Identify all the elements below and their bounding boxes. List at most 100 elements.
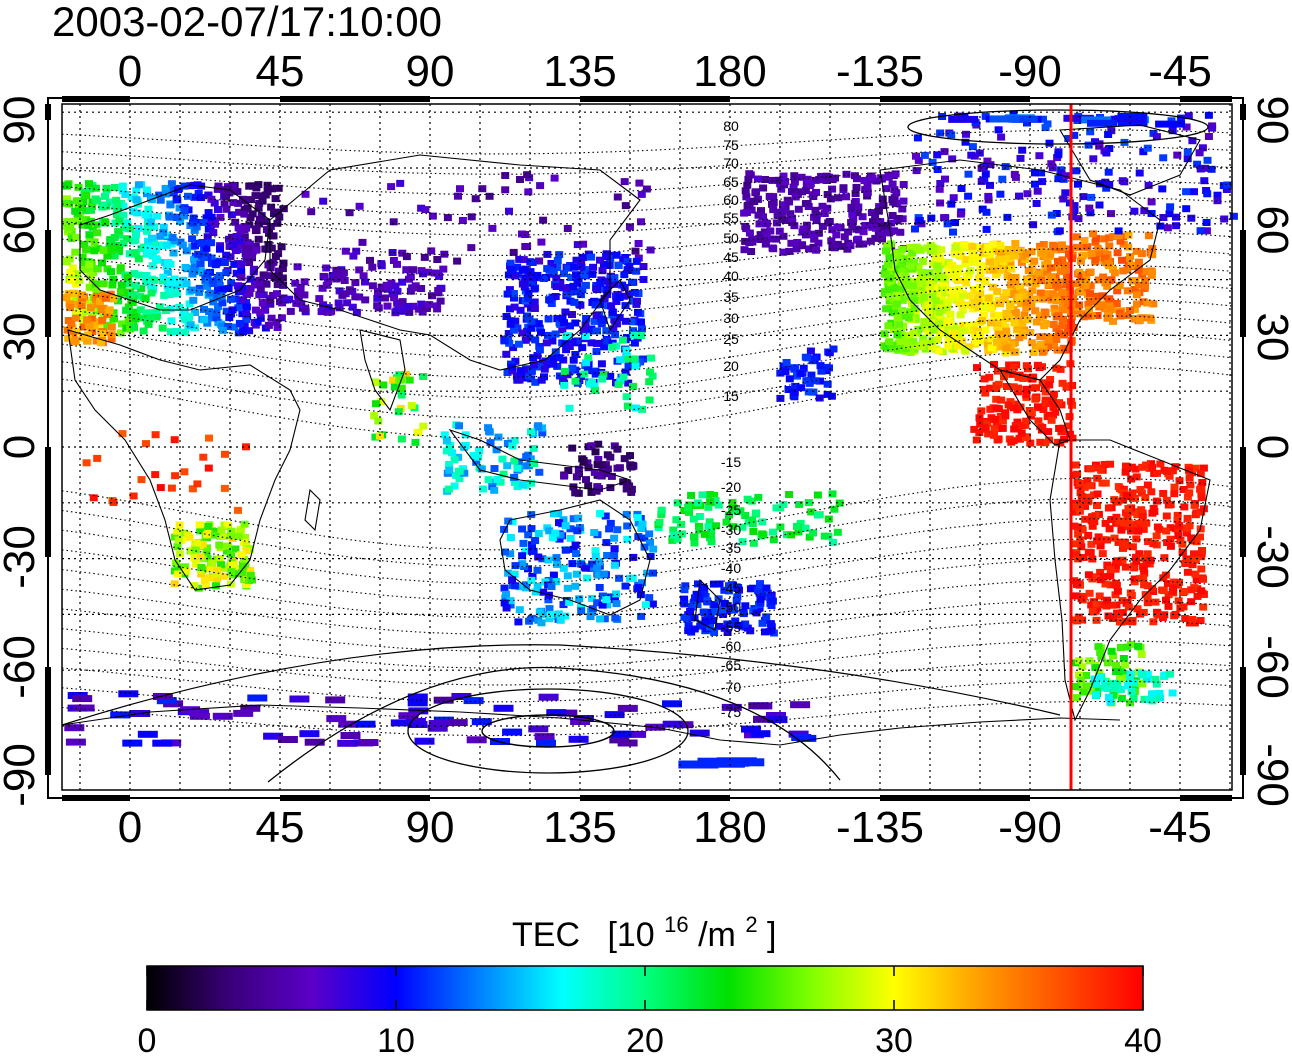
- tec-cell: [976, 420, 985, 428]
- tec-cell: [1129, 694, 1138, 702]
- tec-cell: [1166, 524, 1175, 532]
- tec-cell: [1118, 517, 1126, 525]
- tec-cell: [606, 484, 615, 492]
- tec-cell: [113, 202, 122, 210]
- tec-cell: [124, 316, 133, 324]
- tec-cell: [842, 170, 851, 178]
- tec-cell: [961, 260, 970, 268]
- tec-cell: [1039, 248, 1048, 256]
- tec-cell: [163, 268, 172, 276]
- tec-cell: [191, 324, 199, 332]
- tec-cell: [502, 728, 523, 736]
- tec-cell: [513, 483, 522, 491]
- tec-cell: [914, 156, 923, 164]
- tec-cell: [1140, 695, 1149, 703]
- tec-cell: [192, 223, 201, 231]
- tec-cell: [687, 603, 696, 611]
- tec-cell: [811, 377, 820, 385]
- tec-cell: [818, 202, 827, 210]
- tec-cell: [1119, 496, 1128, 504]
- tec-cell: [221, 450, 229, 458]
- tec-cell: [428, 720, 449, 727]
- colorbar-unit-exp: 16: [664, 912, 688, 937]
- tec-cell: [72, 300, 81, 308]
- tec-cell: [1138, 680, 1147, 688]
- tec-cell: [538, 429, 547, 437]
- tec-cell: [1036, 438, 1045, 446]
- tec-cell: [578, 344, 587, 352]
- tec-cell: [668, 536, 677, 544]
- tec-cell: [559, 377, 568, 385]
- tec-cell: [571, 541, 580, 549]
- tec-cell: [130, 270, 139, 278]
- tec-cell: [142, 309, 151, 317]
- tec-cell: [1191, 464, 1200, 472]
- tec-cell: [877, 231, 886, 239]
- tec-cell: [1011, 173, 1020, 181]
- tec-cell: [1072, 694, 1081, 702]
- tec-cell: [613, 526, 622, 534]
- tec-cell: [1174, 597, 1183, 605]
- tec-cell: [1033, 361, 1042, 369]
- tec-cell: [203, 282, 211, 290]
- tec-cell: [530, 285, 539, 293]
- tec-cell: [82, 216, 90, 224]
- tec-cell: [1142, 314, 1151, 322]
- tec-cell: [296, 284, 305, 292]
- tec-cell: [527, 511, 536, 519]
- tec-cell: [993, 319, 1002, 327]
- tec-cell: [1144, 232, 1153, 240]
- tec-cell: [1029, 221, 1038, 229]
- tec-cell: [234, 532, 243, 540]
- tec-cell: [578, 286, 587, 294]
- tec-cell: [935, 185, 944, 193]
- frame-tick-left: [45, 667, 51, 775]
- tec-cell: [762, 232, 771, 240]
- tec-cell: [137, 285, 146, 292]
- tec-cell: [1079, 193, 1088, 201]
- tec-cell: [377, 260, 386, 268]
- tec-cell: [941, 289, 950, 297]
- tec-cell: [989, 115, 1020, 123]
- tec-cell: [788, 214, 797, 222]
- tec-cell: [677, 520, 686, 528]
- tec-cell: [394, 408, 403, 416]
- tec-cell: [206, 289, 215, 297]
- tec-cell: [276, 298, 284, 306]
- tec-cell: [655, 518, 664, 526]
- tec-cell: [1056, 365, 1065, 373]
- tec-cell: [745, 197, 754, 205]
- tec-cell: [812, 211, 821, 219]
- tec-cell: [156, 196, 165, 204]
- tec-cell: [1187, 534, 1196, 542]
- tec-cell: [1100, 235, 1109, 243]
- tec-cell: [645, 396, 654, 404]
- tec-cell: [807, 508, 816, 516]
- tec-cell: [793, 239, 802, 246]
- tec-cell: [86, 272, 95, 279]
- tec-cell: [411, 438, 420, 446]
- tec-cell: [985, 252, 994, 260]
- tec-cell: [913, 134, 922, 142]
- tec-cell: [1097, 466, 1106, 474]
- tec-cell: [439, 265, 448, 273]
- tec-cell: [418, 304, 427, 312]
- tec-cell: [99, 304, 108, 312]
- tec-cell: [173, 527, 182, 535]
- tec-cell: [355, 202, 364, 210]
- tec-cell: [1196, 165, 1205, 173]
- tec-cell: [1159, 574, 1168, 582]
- mlat-contour: [61, 315, 1233, 378]
- tec-cell: [790, 365, 799, 373]
- tec-cell: [521, 547, 530, 555]
- tec-cell: [600, 615, 609, 623]
- tec-cell: [842, 193, 850, 201]
- tec-cell: [972, 243, 981, 251]
- tec-cell: [511, 357, 520, 365]
- bottom-longitude-labels: 0 45 90 135 180 -135 -90 -45: [118, 803, 1212, 852]
- tec-cell: [75, 276, 84, 284]
- tec-cell: [202, 244, 211, 252]
- tec-cell: [1062, 172, 1070, 180]
- tec-cell: [1038, 348, 1047, 356]
- tec-cell: [1034, 270, 1043, 278]
